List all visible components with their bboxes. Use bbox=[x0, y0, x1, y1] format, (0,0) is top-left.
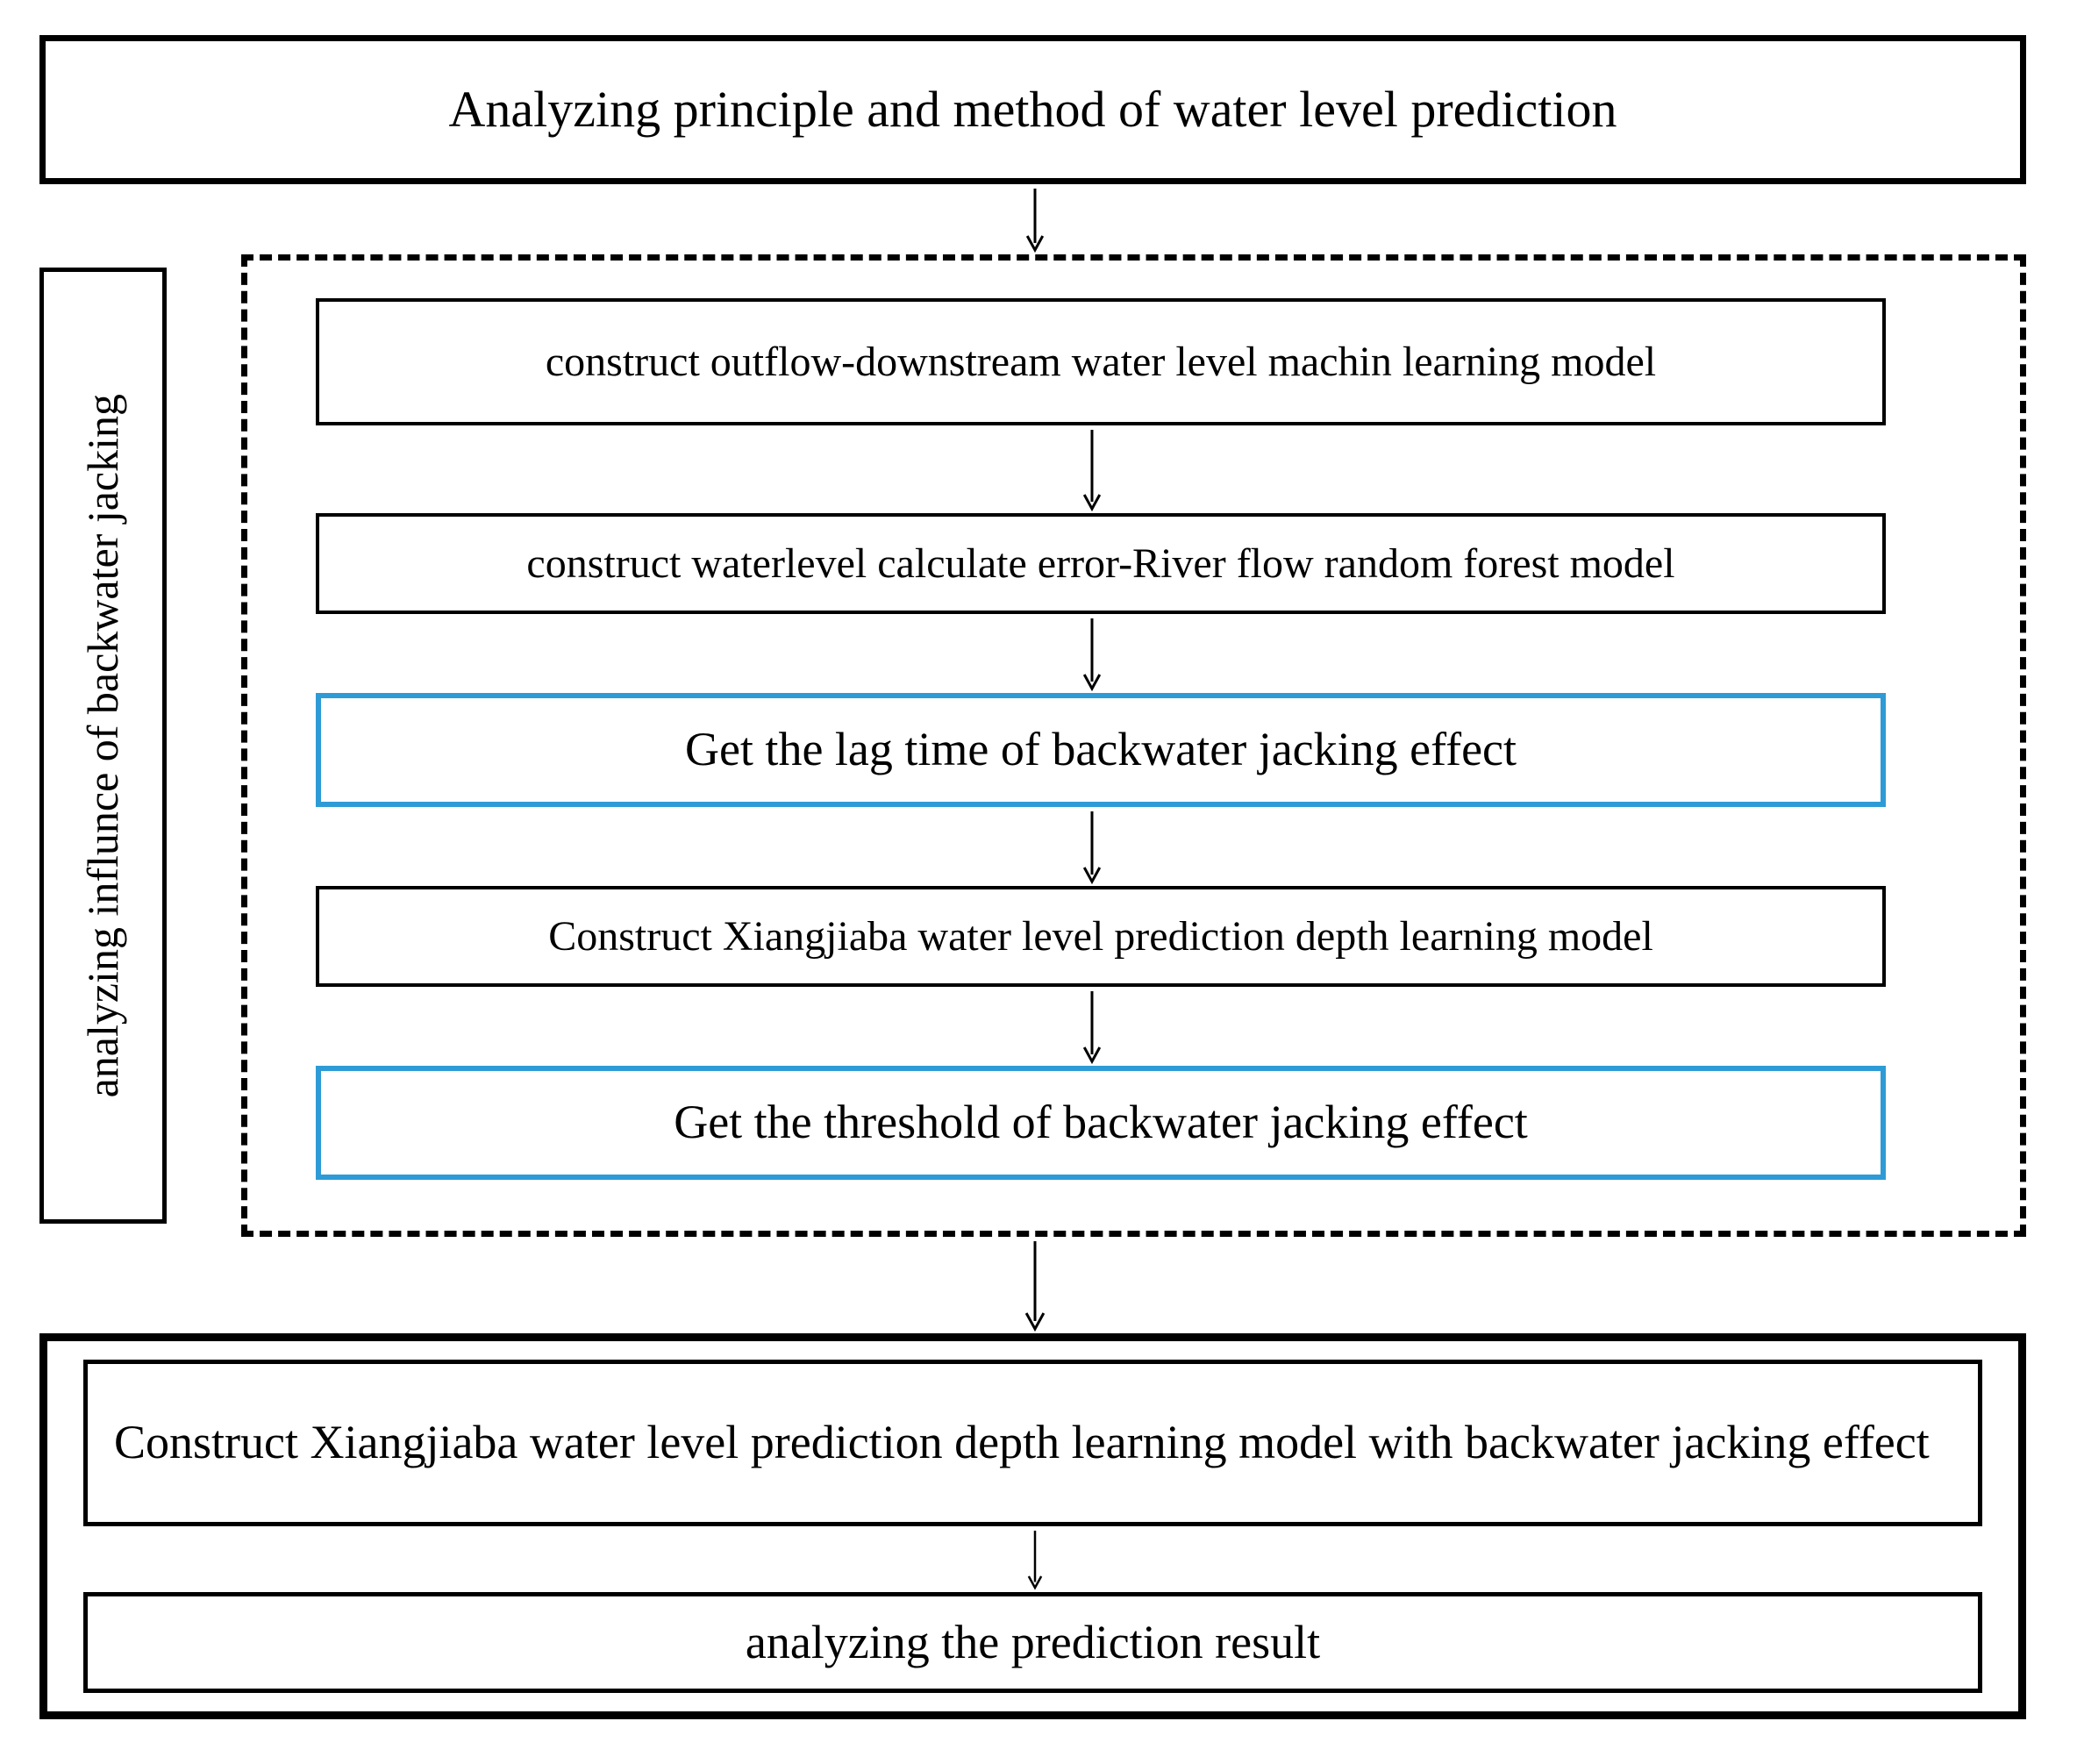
node-n1: construct outflow-downstream water level… bbox=[316, 298, 1886, 425]
node-n4-text: Construct Xiangjiaba water level predict… bbox=[548, 911, 1653, 963]
node-b1: Construct Xiangjiaba water level predict… bbox=[83, 1360, 1982, 1526]
node-b2-text: analyzing the prediction result bbox=[746, 1613, 1320, 1673]
node-top-text: Analyzing principle and method of water … bbox=[449, 78, 1617, 142]
node-n4: Construct Xiangjiaba water level predict… bbox=[316, 886, 1886, 987]
node-b2: analyzing the prediction result bbox=[83, 1592, 1982, 1693]
node-b1-text: Construct Xiangjiaba water level predict… bbox=[114, 1413, 1930, 1473]
node-top: Analyzing principle and method of water … bbox=[39, 35, 2026, 184]
node-n2-text: construct waterlevel calculate error-Riv… bbox=[526, 538, 1674, 590]
node-n3-text: Get the lag time of backwater jacking ef… bbox=[685, 720, 1517, 780]
node-n5: Get the threshold of backwater jacking e… bbox=[316, 1066, 1886, 1180]
node-n1-text: construct outflow-downstream water level… bbox=[546, 336, 1656, 389]
node-n2: construct waterlevel calculate error-Riv… bbox=[316, 513, 1886, 614]
node-side-label: analyzing influnce of backwater jacking bbox=[39, 268, 167, 1224]
node-n3: Get the lag time of backwater jacking ef… bbox=[316, 693, 1886, 807]
flowchart-canvas: Analyzing principle and method of water … bbox=[26, 26, 2051, 1738]
node-n5-text: Get the threshold of backwater jacking e… bbox=[674, 1093, 1528, 1153]
node-side-label-text: analyzing influnce of backwater jacking bbox=[75, 394, 131, 1097]
